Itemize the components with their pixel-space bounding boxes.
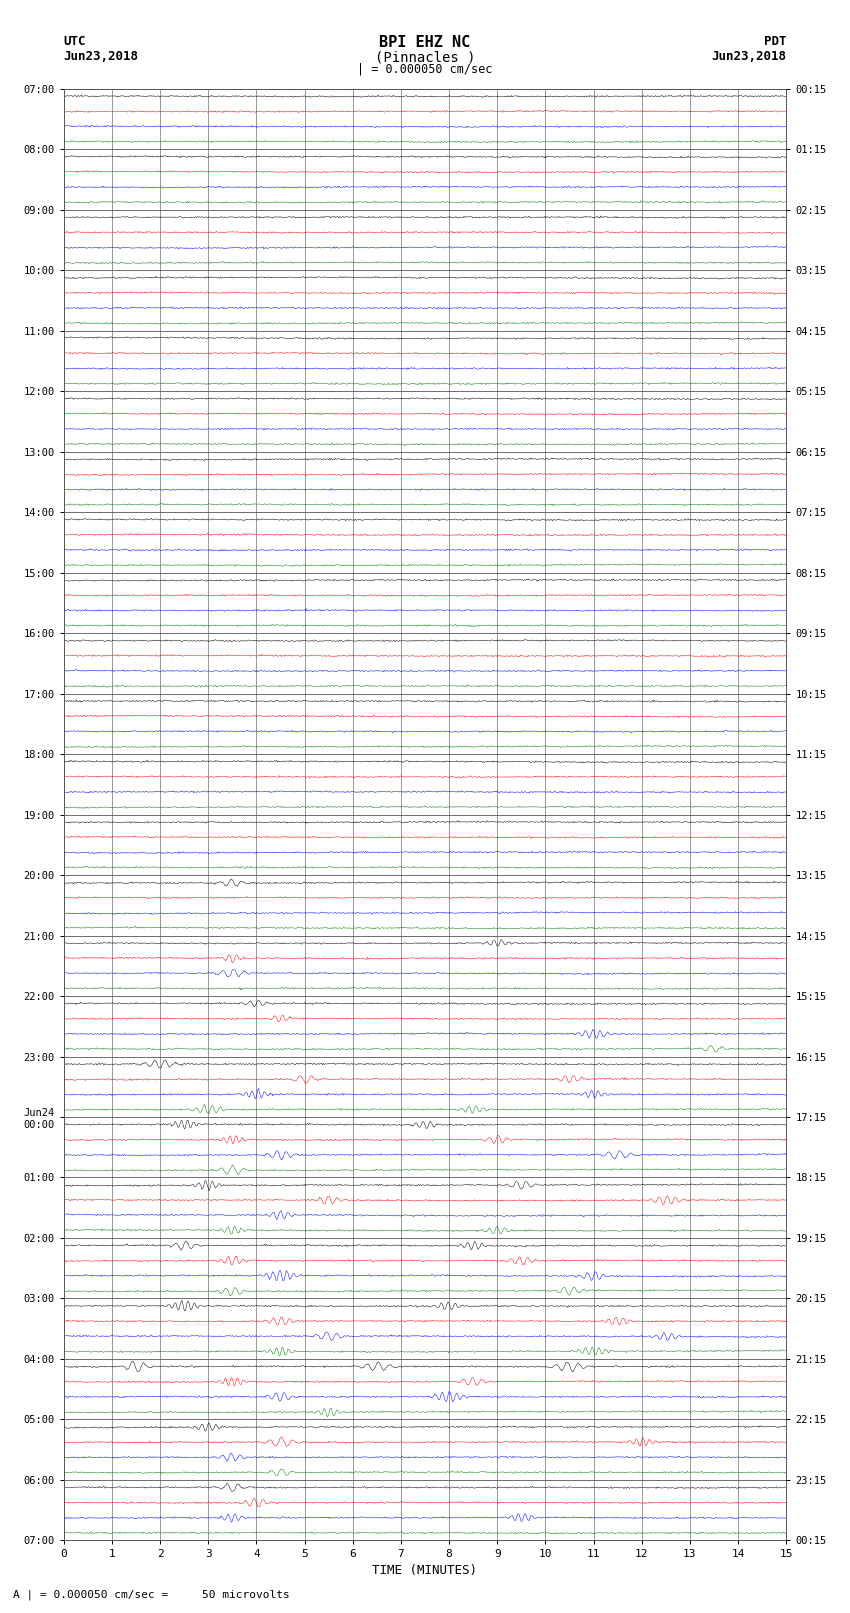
X-axis label: TIME (MINUTES): TIME (MINUTES) xyxy=(372,1563,478,1576)
Text: UTC: UTC xyxy=(64,35,86,48)
Text: Jun23,2018: Jun23,2018 xyxy=(711,50,786,63)
Text: PDT: PDT xyxy=(764,35,786,48)
Text: BPI EHZ NC: BPI EHZ NC xyxy=(379,35,471,50)
Text: (Pinnacles ): (Pinnacles ) xyxy=(375,50,475,65)
Text: Jun23,2018: Jun23,2018 xyxy=(64,50,139,63)
Text: A | = 0.000050 cm/sec =     50 microvolts: A | = 0.000050 cm/sec = 50 microvolts xyxy=(13,1589,290,1600)
Text: | = 0.000050 cm/sec: | = 0.000050 cm/sec xyxy=(357,63,493,76)
